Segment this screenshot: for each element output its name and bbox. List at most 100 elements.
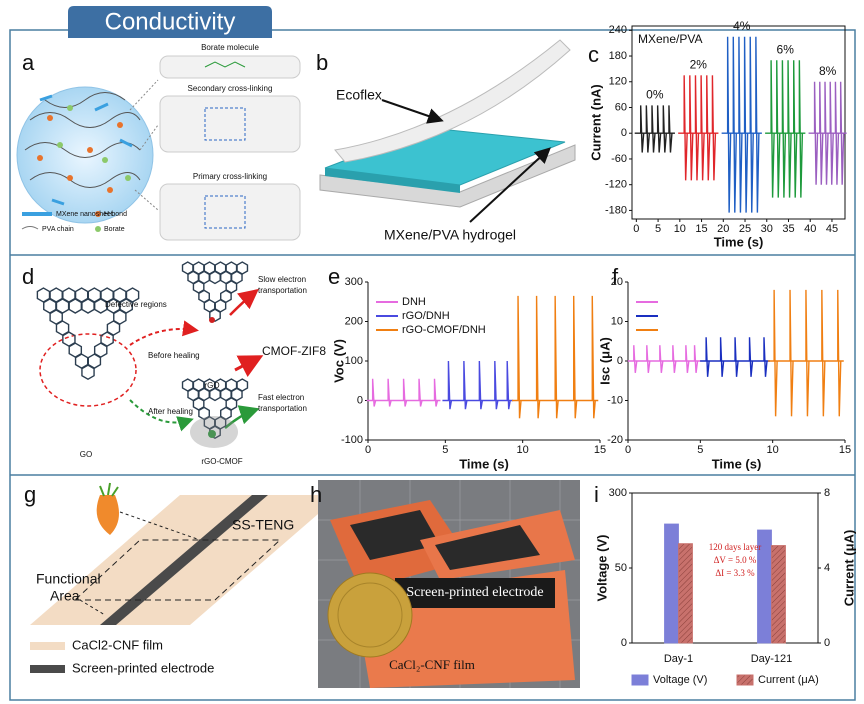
- x-tick-label: 30: [761, 223, 773, 235]
- spike: [748, 337, 754, 377]
- y2-tick-label: 8: [824, 487, 830, 499]
- diagram-text: Ecoflex: [336, 87, 382, 103]
- x-tick-label: Day-1: [664, 653, 693, 665]
- spike: [743, 36, 749, 213]
- diagram-text: CaCl₂-CNF film: [389, 657, 475, 672]
- spike: [517, 295, 522, 419]
- x-tick-label: 10: [674, 223, 686, 235]
- series-label: 2%: [690, 57, 708, 71]
- panel-h-photo: [318, 480, 580, 688]
- x-tick-label: 10: [767, 444, 779, 456]
- y-tick-label: 300: [609, 487, 627, 499]
- legend-label: Voltage (V): [653, 674, 707, 686]
- x-tick-label: 15: [695, 223, 707, 235]
- spike: [478, 360, 484, 410]
- y-tick-label: 0: [621, 637, 627, 649]
- hexagon: [225, 378, 238, 392]
- x-tick-label: 15: [839, 444, 851, 456]
- spike: [387, 378, 392, 407]
- spike: [668, 105, 673, 153]
- y-tick-label: 300: [345, 276, 363, 288]
- hexagon: [49, 287, 63, 303]
- panel-d-diagram: [36, 261, 264, 448]
- y-tick-label: 100: [345, 355, 363, 367]
- diagram-text: Borate: [104, 226, 125, 233]
- spike: [787, 60, 792, 198]
- hexagon: [236, 261, 249, 275]
- spike: [694, 75, 700, 181]
- diagram-text: rGO: [204, 381, 219, 390]
- panel-label: h: [310, 482, 322, 507]
- y2-tick-label: 0: [824, 637, 830, 649]
- legend-swatch: [736, 674, 754, 686]
- diagram-text: SS-TENG: [232, 517, 294, 533]
- x-tick-label: 45: [826, 223, 838, 235]
- spike: [659, 345, 664, 373]
- diagram-text: Area: [50, 588, 80, 604]
- diagram-text: Fast electron: [258, 393, 304, 402]
- x-tick-label: 25: [739, 223, 751, 235]
- hexagon: [192, 261, 205, 275]
- series-label: 4%: [733, 19, 751, 33]
- diagram-text: Slow electron: [258, 275, 306, 284]
- hexagon: [74, 287, 89, 303]
- x-tick-label: 35: [782, 223, 794, 235]
- bar: [664, 523, 679, 644]
- panel-label: d: [22, 264, 34, 289]
- spike: [693, 345, 699, 373]
- spike: [651, 105, 656, 153]
- x-tick-label: 40: [804, 223, 816, 235]
- y-tick-label: 0: [357, 394, 363, 406]
- spike: [447, 360, 453, 410]
- annotation: ΔI = 3.3 %: [715, 568, 755, 578]
- y-axis-label: Current (nA): [588, 84, 603, 161]
- hexagon: [225, 261, 238, 275]
- panel-a-diagram: [16, 55, 301, 241]
- hexagon: [87, 287, 102, 303]
- diagram-text: Before healing: [148, 351, 200, 360]
- hexagon: [62, 287, 76, 303]
- spike: [402, 378, 408, 407]
- hexagon: [181, 261, 194, 275]
- hexagon: [36, 287, 51, 303]
- x-tick-label: 20: [717, 223, 729, 235]
- bar: [678, 543, 693, 644]
- spike: [755, 36, 760, 213]
- x-tick-label: 0: [625, 444, 631, 456]
- diagram-text: H-bond: [104, 211, 127, 218]
- spike: [573, 295, 578, 419]
- spike: [770, 60, 775, 198]
- y-tick-label: 120: [609, 76, 627, 88]
- panel-label: c: [588, 42, 599, 67]
- spike: [793, 60, 798, 198]
- atom: [208, 430, 216, 438]
- panel-label: f: [612, 264, 619, 289]
- annotation: 120 days layer: [709, 542, 761, 552]
- hexagon: [181, 378, 194, 392]
- frame: [9, 29, 856, 701]
- spike: [719, 337, 725, 377]
- atom: [209, 317, 215, 323]
- spike: [662, 105, 667, 153]
- panel-label: i: [594, 482, 599, 507]
- spike: [689, 75, 694, 181]
- y-tick-label: 20: [611, 276, 623, 288]
- spike: [506, 360, 511, 410]
- x-tick-label: Day-121: [751, 653, 793, 665]
- y-tick-label: -20: [607, 434, 623, 446]
- hexagon: [214, 261, 227, 275]
- diagram-text: transportation: [258, 404, 307, 413]
- panel-b-diagram: [319, 39, 576, 223]
- hexagon: [236, 378, 249, 392]
- spike: [834, 81, 840, 185]
- hexagon: [203, 261, 216, 275]
- spike: [749, 36, 754, 213]
- chart-title: MXene/PVA: [638, 32, 702, 46]
- y-tick-label: 50: [615, 562, 627, 574]
- y-tick-label: -120: [605, 179, 627, 191]
- x-tick-label: 0: [633, 223, 639, 235]
- spike: [433, 378, 439, 407]
- hexagon: [125, 287, 140, 303]
- spike: [798, 60, 804, 198]
